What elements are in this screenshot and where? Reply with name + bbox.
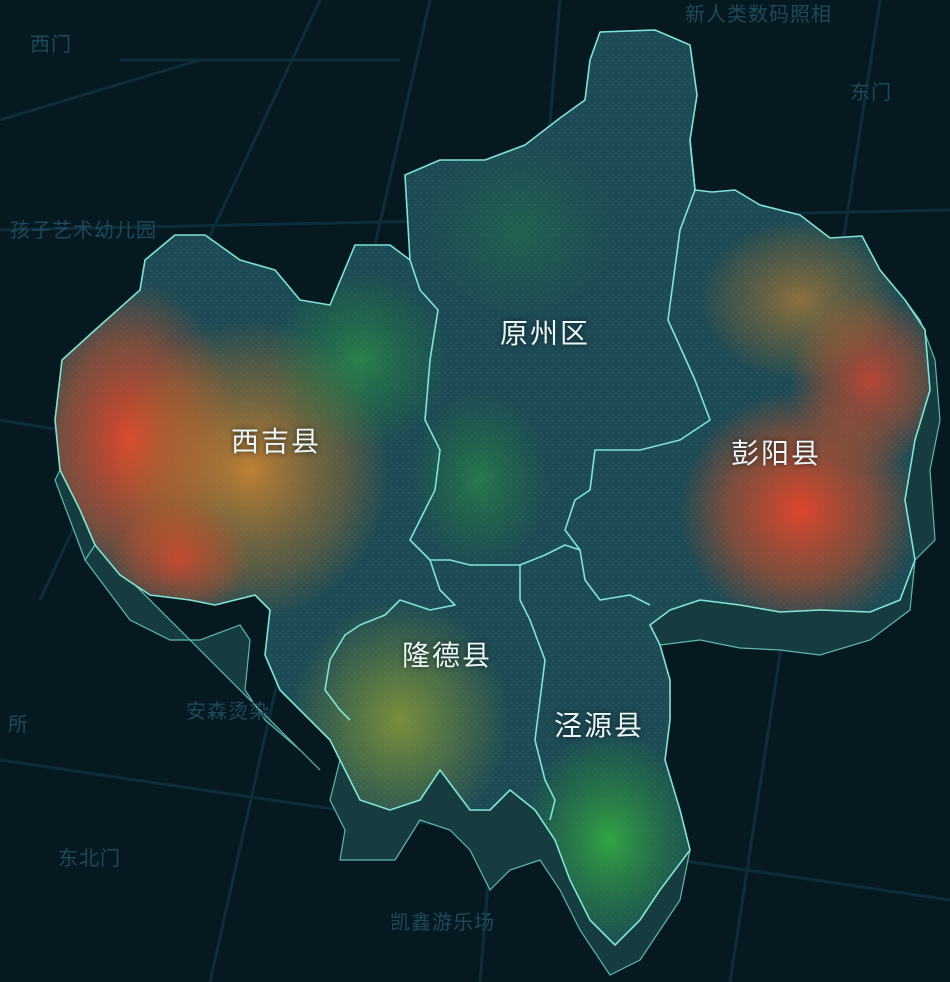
bg-label-dongmen: 东门	[850, 80, 892, 104]
bg-label-suo: 所	[8, 712, 29, 736]
border-longde-jingyuan	[519, 565, 556, 821]
bg-label-dongbeimen: 东北门	[58, 846, 121, 870]
district-label-jingyuan[interactable]: 泾源县	[553, 709, 645, 742]
bg-label-ximen: 西门	[30, 32, 72, 56]
district-label-longde[interactable]: 隆德县	[401, 639, 493, 672]
border-yuanzhou-xiji	[409, 259, 520, 566]
bg-label-haizi: 孩子艺术幼儿园	[10, 218, 157, 242]
district-label-yuanzhou[interactable]: 原州区	[499, 317, 591, 350]
border-yuanzhou-pengyang	[564, 139, 711, 551]
district-borders	[54, 29, 931, 946]
border-xiji-longde	[324, 559, 456, 721]
bg-label-kaixin: 凯鑫游乐场	[390, 910, 495, 934]
district-label-pengyang[interactable]: 彭阳县	[730, 437, 822, 470]
bg-label-xinrenlei: 新人类数码照相	[685, 2, 832, 26]
border-yuanzhou-jingyuan	[519, 544, 651, 606]
district-label-xiji[interactable]: 西吉县	[230, 425, 322, 458]
bg-label-ansen: 安森烫染	[186, 699, 270, 723]
